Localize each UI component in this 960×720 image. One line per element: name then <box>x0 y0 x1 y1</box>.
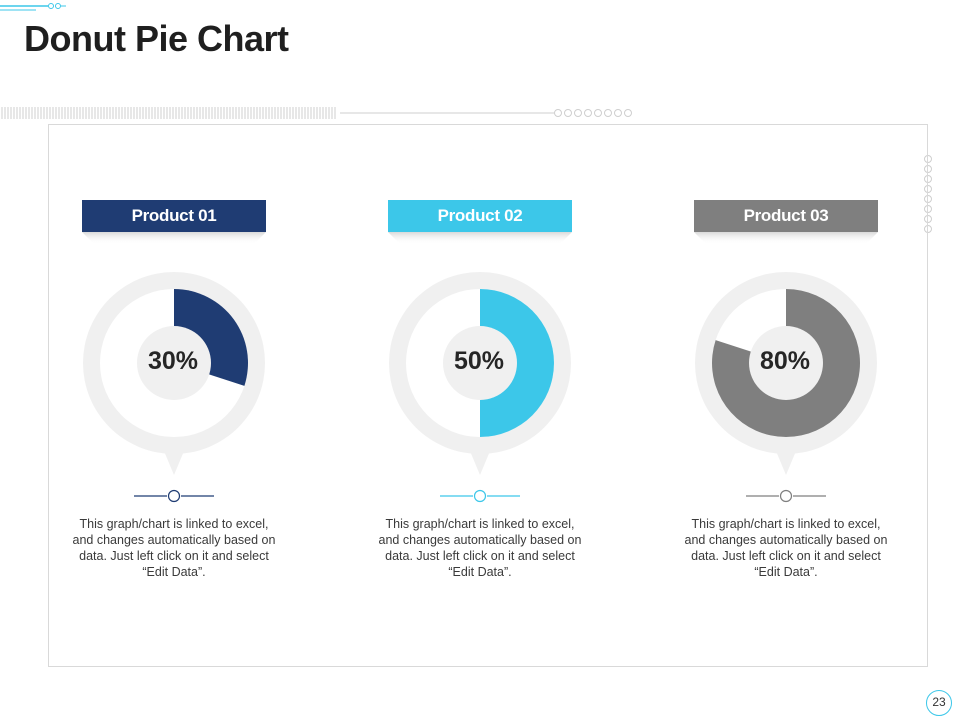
pin-tip <box>776 451 796 475</box>
percent-label-03: 80% <box>759 347 811 375</box>
connector-dot <box>473 489 487 503</box>
description-03: This graph/chart is linked to excel, and… <box>684 517 888 579</box>
donut-hole <box>137 326 211 400</box>
description-01: This graph/chart is linked to excel, and… <box>72 517 276 579</box>
description-02: This graph/chart is linked to excel, and… <box>378 517 582 579</box>
vertical-dots <box>924 155 932 233</box>
content-frame <box>48 124 928 667</box>
ruler-hatch <box>1 107 336 119</box>
pin-tip <box>164 451 184 475</box>
page-title: Donut Pie Chart <box>24 18 289 59</box>
page-number: 23 <box>926 690 952 716</box>
donut-chart-03 <box>694 232 878 503</box>
donut-chart-01 <box>82 232 266 503</box>
pin-tip <box>470 451 490 475</box>
product-header-03: Product 03 <box>694 200 878 232</box>
connector-dot <box>167 489 181 503</box>
product-header-01: Product 01 <box>82 200 266 232</box>
percent-label-01: 30% <box>147 347 199 375</box>
connector-dot <box>779 489 793 503</box>
donut-hole <box>443 326 517 400</box>
header-shadow <box>388 232 572 244</box>
horizontal-dots <box>554 109 632 117</box>
header-shadow <box>82 232 266 244</box>
donut-hole <box>749 326 823 400</box>
product-header-02: Product 02 <box>388 200 572 232</box>
percent-label-02: 50% <box>453 347 505 375</box>
header-shadow <box>694 232 878 244</box>
donut-chart-02 <box>388 232 572 503</box>
